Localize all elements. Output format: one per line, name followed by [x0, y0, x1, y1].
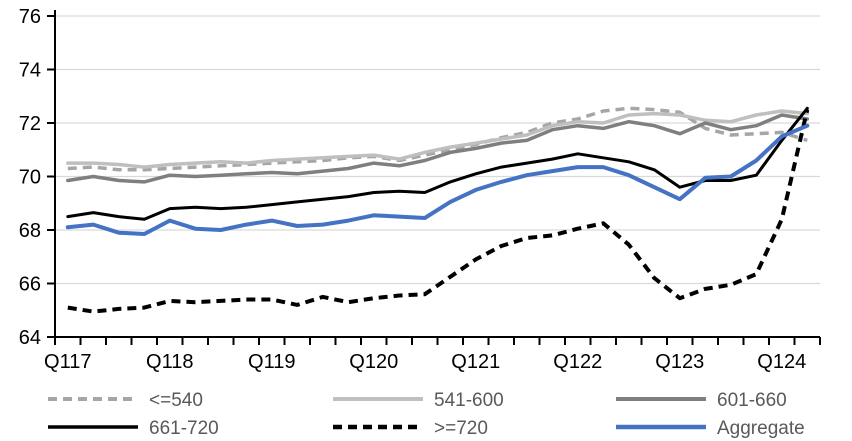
y-tick-label-76: 76	[19, 6, 41, 28]
series-lines	[65, 106, 810, 314]
series-line-601-660	[66, 113, 810, 184]
x-tick-label-Q117: Q117	[44, 351, 91, 373]
series-line-541-600	[66, 109, 810, 169]
y-tick-label-68: 68	[19, 220, 41, 242]
legend-label-Aggregate: Aggregate	[717, 418, 805, 439]
y-tick-label-74: 74	[19, 60, 41, 82]
x-tick-label-Q121: Q121	[451, 351, 500, 373]
legend-label-541-600: 541-600	[434, 390, 504, 411]
series-line-<=540	[67, 106, 808, 172]
series-line-Aggregate	[65, 123, 810, 236]
y-tick-label-70: 70	[19, 167, 41, 189]
series-line->=720	[67, 109, 810, 314]
x-axis-labels: Q117 Q118 Q119 Q120 Q121 Q122 Q123 Q124	[44, 351, 806, 373]
x-tick-label-Q123: Q123	[655, 351, 704, 373]
legend-label-<=540: <=540	[149, 390, 203, 411]
chart-legend: <=540 541-600 601-660 661-720 >=720 Aggregate	[48, 390, 805, 439]
x-tick-label-Q119: Q119	[248, 351, 295, 373]
y-tick-label-64: 64	[19, 327, 41, 349]
x-tick-label-Q120: Q120	[349, 351, 398, 373]
legend-label->=720: >=720	[434, 418, 488, 439]
legend-label-661-720: 661-720	[149, 418, 219, 439]
x-tick-label-Q122: Q122	[553, 351, 602, 373]
x-tick-label-Q124: Q124	[757, 351, 806, 373]
y-tick-label-66: 66	[19, 274, 41, 296]
legend-label-601-660: 601-660	[717, 390, 787, 411]
y-tick-label-72: 72	[19, 113, 41, 135]
series-line-661-720	[66, 106, 809, 221]
x-tick-label-Q118: Q118	[146, 351, 193, 373]
y-axis-labels: 64 66 68 70 72 74 76	[19, 6, 41, 349]
axes	[47, 10, 821, 345]
